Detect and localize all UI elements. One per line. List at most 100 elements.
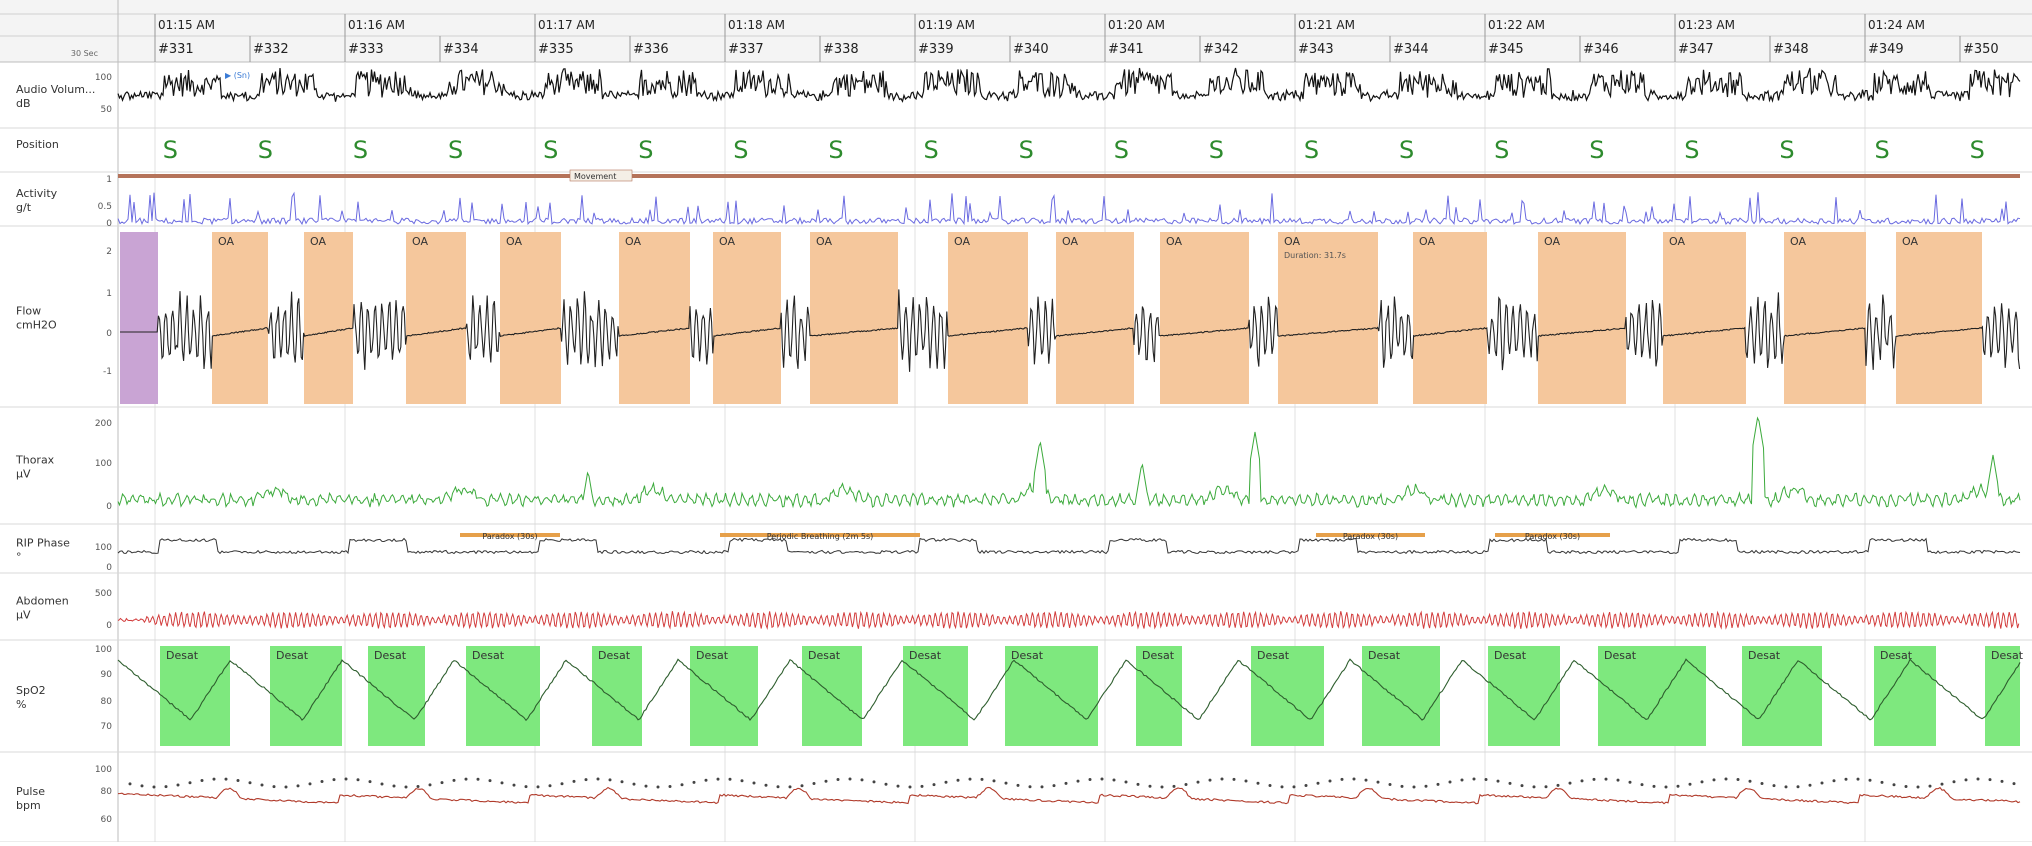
- pulse-marker: [476, 777, 480, 781]
- pulse-marker: [1364, 778, 1368, 782]
- desat-label-16: Desat: [1991, 649, 2024, 662]
- pulse-marker: [1688, 782, 1692, 786]
- time-label-5: 01:20 AM: [1108, 18, 1165, 32]
- pulse-marker: [1628, 780, 1632, 784]
- pulse-marker: [1184, 783, 1188, 787]
- spo2-tick-1: 90: [101, 670, 113, 680]
- pulse-marker: [1640, 783, 1644, 787]
- pulse-marker: [1604, 777, 1608, 781]
- spo2-tick-2: 80: [101, 697, 113, 707]
- epoch-label-1: #332: [253, 42, 289, 57]
- desaturation-event-15: [1874, 646, 1936, 746]
- pulse-marker: [1292, 785, 1296, 789]
- time-label-8: 01:23 AM: [1678, 18, 1735, 32]
- desaturation-event-16: [1985, 646, 2020, 746]
- obstructive-apnea-event-6: [810, 232, 898, 404]
- pulse-marker: [812, 782, 816, 786]
- pulse-marker: [1280, 785, 1284, 789]
- pulse-marker: [1760, 782, 1764, 786]
- pulse-marker: [1208, 778, 1212, 782]
- pulse-marker: [1316, 781, 1320, 785]
- pulse-marker: [752, 781, 756, 785]
- apnea-label-2: OA: [412, 235, 428, 248]
- pulse-marker: [1400, 784, 1404, 788]
- obstructive-apnea-event-1: [304, 232, 353, 404]
- pulse-marker: [164, 785, 168, 789]
- pulse-marker: [140, 784, 144, 788]
- epoch-label-18: #349: [1868, 42, 1904, 57]
- pulse-marker: [860, 778, 864, 782]
- desat-label-11: Desat: [1368, 649, 1401, 662]
- pulse-marker: [332, 778, 336, 782]
- apnea-label-5: OA: [719, 235, 735, 248]
- desaturation-event-4: [592, 646, 642, 746]
- pulse-marker: [440, 781, 444, 785]
- pulse-marker: [1928, 784, 1932, 788]
- pulse-marker: [380, 782, 384, 786]
- pulse-marker: [1448, 780, 1452, 784]
- desaturation-event-10: [1251, 646, 1324, 746]
- time-label-0: 01:15 AM: [158, 18, 215, 32]
- epoch-label-17: #348: [1773, 42, 1809, 57]
- pulse-trace: [117, 786, 2021, 805]
- pulse-marker: [716, 777, 720, 781]
- pulse-marker: [1508, 781, 1512, 785]
- pulse-marker: [1028, 785, 1032, 789]
- pulse-marker: [1016, 783, 1020, 787]
- position-marker-7: S: [828, 136, 843, 164]
- obstructive-apnea-event-0: [212, 232, 268, 404]
- pulse-marker: [1748, 779, 1752, 783]
- desaturation-event-1: [270, 646, 342, 746]
- pulse-marker: [1676, 784, 1680, 788]
- desat-label-2: Desat: [374, 649, 407, 662]
- pulse-marker: [1340, 777, 1344, 781]
- pulse-marker: [1076, 779, 1080, 783]
- pulse-marker: [1916, 785, 1920, 789]
- channel-label-position: Position: [16, 138, 59, 151]
- pulse-marker: [1892, 783, 1896, 787]
- channel-unit-spo2: %: [16, 698, 26, 711]
- apnea-label-6: OA: [816, 235, 832, 248]
- apnea-label-13: OA: [1669, 235, 1685, 248]
- pulse-marker: [524, 785, 528, 789]
- channel-label-audio: Audio Volum...: [16, 83, 95, 96]
- position-marker-3: S: [448, 136, 463, 164]
- pulse-marker: [1160, 785, 1164, 789]
- pulse-marker: [1832, 779, 1836, 783]
- pulse-marker: [1304, 783, 1308, 787]
- desaturation-event-7: [903, 646, 968, 746]
- flow-tick-3: -1: [103, 367, 112, 377]
- abdomen-tick-1: 0: [106, 621, 112, 631]
- pulse-marker: [1268, 783, 1272, 787]
- pulse-marker: [344, 777, 348, 781]
- obstructive-apnea-event-7: [948, 232, 1028, 404]
- desat-label-13: Desat: [1604, 649, 1637, 662]
- channel-label-activity: Activity: [16, 187, 58, 200]
- pulse-marker: [1376, 780, 1380, 784]
- channel-unit-rip: °: [16, 551, 22, 564]
- obstructive-apnea-event-2: [406, 232, 466, 404]
- position-marker-6: S: [733, 136, 748, 164]
- desat-label-9: Desat: [1142, 649, 1175, 662]
- pulse-marker: [260, 783, 264, 787]
- pulse-marker: [1868, 778, 1872, 782]
- desaturation-event-11: [1362, 646, 1440, 746]
- pulse-marker: [848, 777, 852, 781]
- pulse-marker: [428, 783, 432, 787]
- desat-label-0: Desat: [166, 649, 199, 662]
- pulse-marker: [512, 783, 516, 787]
- pulse-marker: [1856, 777, 1860, 781]
- position-marker-19: S: [1970, 136, 1985, 164]
- pulse-marker: [308, 782, 312, 786]
- rip-trace: [117, 537, 2021, 555]
- epoch-label-12: #343: [1298, 42, 1334, 57]
- apnea-label-12: OA: [1544, 235, 1560, 248]
- pulse-marker: [1880, 780, 1884, 784]
- position-marker-16: S: [1684, 136, 1699, 164]
- obstructive-apnea-event-3: [500, 232, 561, 404]
- pulse-marker: [1124, 780, 1128, 784]
- apnea-label-1: OA: [310, 235, 326, 248]
- movement-label-box: [569, 169, 633, 182]
- pulse-marker: [1784, 785, 1788, 789]
- pulse-marker: [1244, 779, 1248, 783]
